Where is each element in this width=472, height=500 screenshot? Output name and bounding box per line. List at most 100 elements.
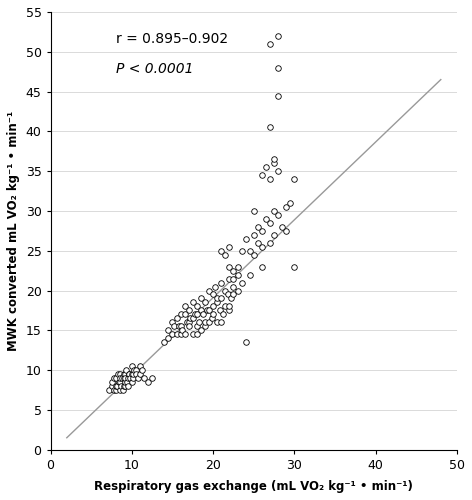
Point — [226, 302, 233, 310]
Point — [205, 306, 213, 314]
Point — [108, 382, 115, 390]
Point — [250, 250, 258, 258]
Point — [170, 322, 178, 330]
Point — [120, 374, 127, 382]
Point — [193, 302, 201, 310]
Point — [221, 250, 229, 258]
Point — [219, 310, 227, 318]
Point — [105, 386, 113, 394]
Point — [110, 374, 118, 382]
Point — [121, 370, 128, 378]
Point — [160, 338, 168, 346]
Point — [177, 322, 185, 330]
Point — [205, 286, 213, 294]
Point — [226, 274, 233, 282]
Point — [126, 370, 133, 378]
Point — [197, 306, 205, 314]
Point — [120, 370, 127, 378]
Point — [118, 374, 126, 382]
Point — [266, 219, 274, 227]
Point — [169, 330, 176, 338]
Point — [183, 318, 191, 326]
Point — [226, 262, 233, 270]
Point — [250, 207, 258, 215]
Point — [242, 235, 249, 243]
Point — [213, 298, 221, 306]
Point — [122, 378, 129, 386]
Point — [116, 386, 123, 394]
Point — [283, 203, 290, 211]
Point — [181, 330, 188, 338]
Point — [148, 374, 156, 382]
Point — [116, 370, 123, 378]
Point — [216, 306, 223, 314]
Point — [177, 310, 185, 318]
Point — [130, 370, 137, 378]
Point — [258, 242, 266, 250]
Point — [205, 318, 213, 326]
Point — [120, 382, 127, 390]
Point — [234, 270, 241, 278]
Point — [287, 199, 294, 207]
Point — [246, 246, 253, 254]
Point — [175, 322, 183, 330]
Point — [132, 370, 140, 378]
Point — [165, 334, 172, 342]
Point — [115, 378, 123, 386]
Point — [246, 270, 253, 278]
Point — [238, 246, 245, 254]
Point — [291, 175, 298, 183]
Point — [258, 171, 266, 179]
Point — [274, 64, 282, 72]
Point — [230, 282, 237, 290]
Point — [230, 290, 237, 298]
Point — [218, 318, 225, 326]
Point — [218, 246, 225, 254]
Point — [193, 310, 201, 318]
Point — [197, 294, 205, 302]
Point — [186, 314, 194, 322]
Point — [173, 330, 180, 338]
Point — [210, 310, 217, 318]
Point — [122, 374, 129, 382]
Point — [189, 314, 197, 322]
Point — [242, 338, 249, 346]
Point — [185, 306, 193, 314]
Point — [203, 306, 211, 314]
Point — [270, 155, 278, 163]
Text: P < 0.0001: P < 0.0001 — [116, 62, 193, 76]
Point — [144, 378, 152, 386]
Point — [197, 326, 205, 334]
Point — [254, 239, 261, 247]
Point — [132, 366, 140, 374]
Point — [258, 262, 266, 270]
Point — [213, 318, 221, 326]
Point — [201, 322, 209, 330]
Point — [226, 306, 233, 314]
Point — [124, 374, 132, 382]
Point — [126, 374, 134, 382]
Point — [211, 282, 219, 290]
Point — [178, 326, 186, 334]
Point — [274, 211, 282, 219]
Point — [140, 374, 148, 382]
Point — [234, 286, 241, 294]
Point — [189, 298, 197, 306]
Point — [208, 314, 215, 322]
Point — [113, 382, 121, 390]
Point — [195, 318, 202, 326]
Point — [200, 310, 207, 318]
Point — [193, 330, 201, 338]
Point — [210, 302, 217, 310]
Point — [266, 40, 274, 48]
X-axis label: Respiratory gas exchange (mL VO₂ kg⁻¹ • min⁻¹): Respiratory gas exchange (mL VO₂ kg⁻¹ • … — [94, 480, 413, 493]
Point — [218, 294, 225, 302]
Point — [266, 175, 274, 183]
Point — [169, 318, 176, 326]
Point — [118, 382, 125, 390]
Y-axis label: MWK converted mL VO₂ kg⁻¹ • min⁻¹: MWK converted mL VO₂ kg⁻¹ • min⁻¹ — [7, 111, 20, 351]
Point — [185, 322, 193, 330]
Point — [210, 290, 217, 298]
Point — [224, 290, 232, 298]
Point — [136, 362, 144, 370]
